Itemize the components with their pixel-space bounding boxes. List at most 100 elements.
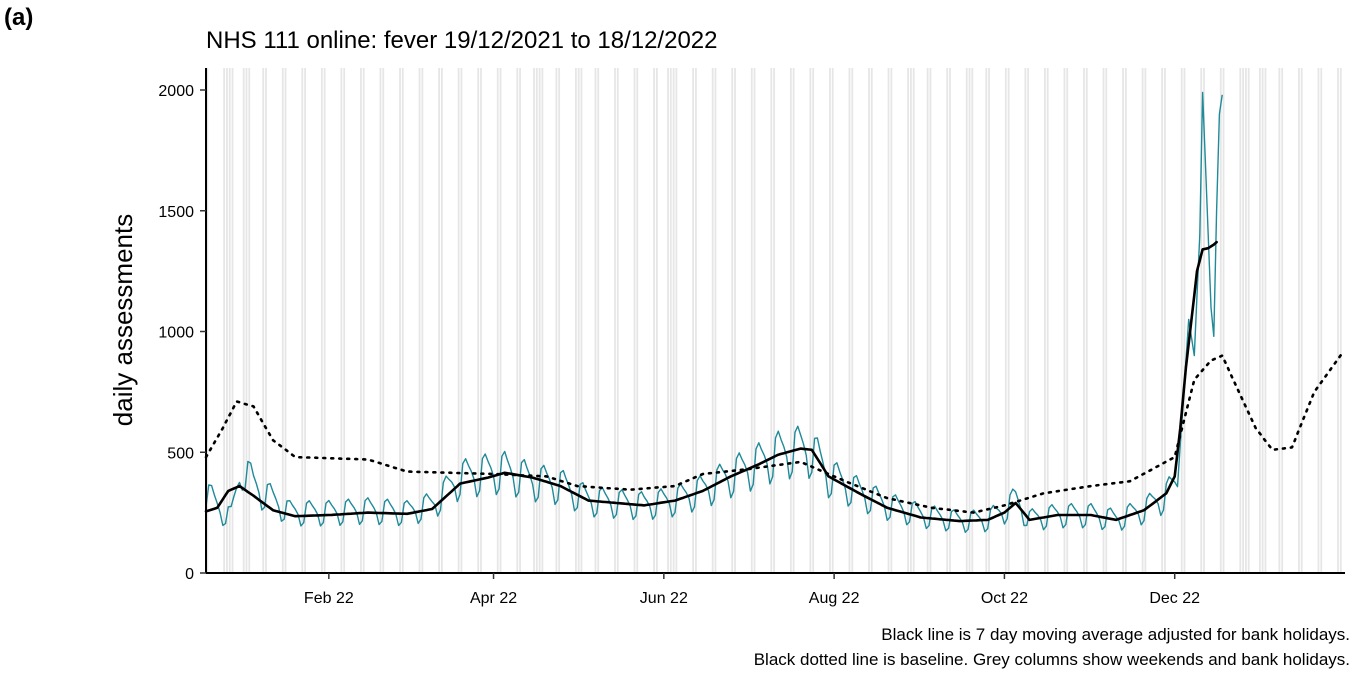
weekend-band [360, 68, 362, 573]
x-tick-label: Aug 22 [809, 590, 860, 607]
weekend-band [1161, 68, 1164, 573]
weekend-band [516, 68, 519, 573]
weekend-band [382, 68, 385, 573]
weekend-band [1007, 68, 1010, 573]
caption-baseline: Black dotted line is baseline. Grey colu… [753, 650, 1350, 669]
weekend-band [304, 68, 306, 573]
weekend-band [714, 68, 717, 573]
weekend-band [558, 68, 561, 573]
weekend-band [301, 68, 304, 573]
weekend-band [910, 68, 912, 573]
weekend-band [1024, 68, 1027, 573]
weekend-band [1066, 68, 1069, 573]
weekend-band [946, 68, 949, 573]
x-tick-label: Apr 22 [470, 590, 517, 607]
weekend-band [1264, 68, 1267, 573]
weekend-band [907, 68, 909, 573]
weekend-band [753, 68, 756, 573]
weekend-band [1261, 68, 1264, 573]
weekend-band [262, 68, 265, 573]
weekend-band [1281, 68, 1284, 573]
weekend-band [535, 68, 538, 573]
weekend-band [323, 68, 326, 573]
y-tick-label: 500 [167, 445, 194, 462]
weekend-band [1124, 68, 1127, 573]
weekend-band [575, 68, 577, 573]
weekend-band [457, 68, 460, 573]
weekend-band [616, 68, 619, 573]
weekend-band [223, 68, 226, 573]
weekend-band [1122, 68, 1124, 573]
weekend-band [711, 68, 714, 573]
weekend-band [792, 68, 795, 573]
weekend-band [231, 68, 234, 573]
weekend-band [1141, 68, 1144, 573]
weekend-band [971, 68, 974, 573]
weekend-band [1320, 68, 1323, 573]
x-tick-label: Oct 22 [981, 590, 1028, 607]
weekend-band [614, 68, 616, 573]
weekend-band [379, 68, 382, 573]
x-tick-label: Dec 22 [1149, 590, 1200, 607]
weekend-band [633, 68, 636, 573]
weekend-band [206, 68, 209, 573]
x-tick-label: Jun 22 [640, 590, 688, 607]
weekend-band [480, 68, 482, 573]
weekend-band [496, 68, 499, 573]
weekend-band [1337, 68, 1339, 573]
weekend-band [1183, 68, 1186, 573]
weekend-band [1219, 68, 1222, 573]
weekend-band [1278, 68, 1281, 573]
weekend-band [868, 68, 870, 573]
weekend-band [985, 68, 988, 573]
weekend-band [1300, 68, 1303, 573]
weekend-band [320, 68, 323, 573]
weekend-band [851, 68, 854, 573]
weekend-band [340, 68, 343, 573]
weekend-band [226, 68, 228, 573]
weekend-band [848, 68, 851, 573]
weekend-band [519, 68, 521, 573]
weekend-band [695, 68, 697, 573]
weekend-band [870, 68, 873, 573]
weekend-band [929, 68, 932, 573]
weekend-band [887, 68, 890, 573]
weekend-band [541, 68, 544, 573]
weekend-band [655, 68, 658, 573]
weekend-band [1063, 68, 1066, 573]
weekend-band [750, 68, 753, 573]
weekend-band [1105, 68, 1108, 573]
y-axis-label: daily assessments [108, 214, 138, 426]
weekend-band [1004, 68, 1007, 573]
weekend-band [499, 68, 502, 573]
weekend-band [770, 68, 773, 573]
weekend-band [438, 68, 440, 573]
weekend-band [1085, 68, 1088, 573]
weekend-band [242, 68, 245, 573]
weekend-band [1164, 68, 1166, 573]
weekend-band [1245, 68, 1247, 573]
weekend-band [441, 68, 443, 573]
weekend-band [912, 68, 915, 573]
weekend-band [1222, 68, 1225, 573]
y-tick-label: 2000 [158, 83, 194, 100]
weekend-band [926, 68, 929, 573]
y-tick-label: 1500 [158, 204, 194, 221]
weekend-band [555, 68, 558, 573]
weekend-band [1298, 68, 1300, 573]
weekend-band [1083, 68, 1085, 573]
caption-moving-average: Black line is 7 day moving average adjus… [881, 625, 1350, 644]
weekend-band [669, 68, 672, 573]
weekend-band [343, 68, 346, 573]
series-line-daily [205, 91, 1223, 533]
weekend-band [265, 68, 267, 573]
weekend-band [672, 68, 675, 573]
weekend-band [460, 68, 463, 573]
weekend-band [949, 68, 951, 573]
weekend-band [1180, 68, 1183, 573]
weekend-band [228, 68, 231, 573]
weekend-band [281, 68, 284, 573]
weekend-band [248, 68, 251, 573]
weekend-band [1102, 68, 1105, 573]
weekend-band [1239, 68, 1242, 573]
